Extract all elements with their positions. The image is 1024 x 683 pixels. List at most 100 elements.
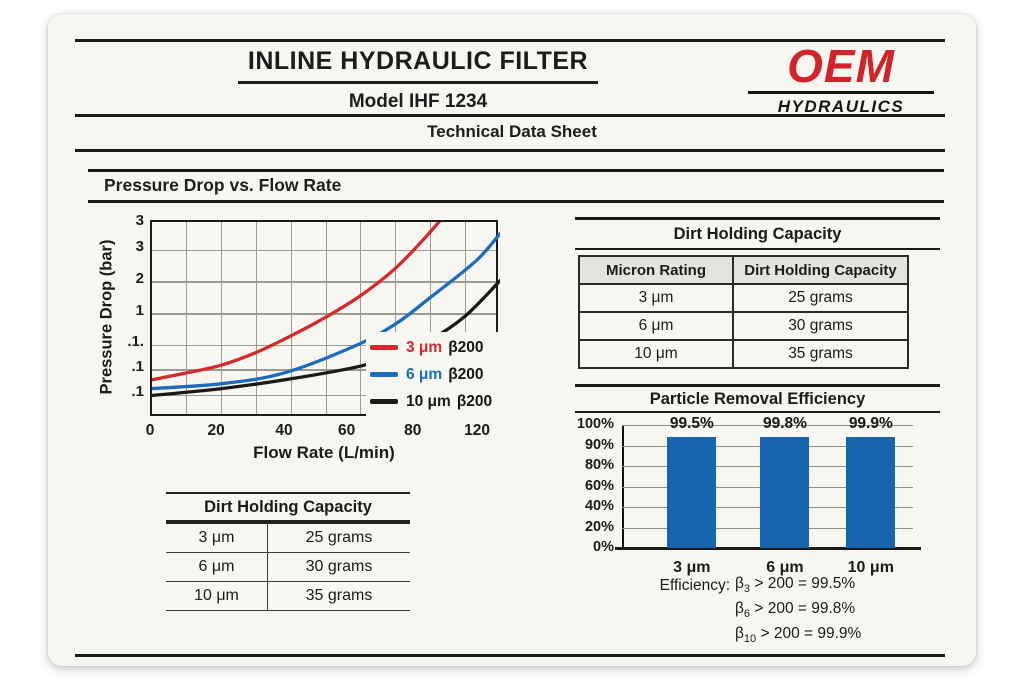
footer-rule [75,654,945,657]
table-row: 10 μm 35 grams [166,582,410,611]
legend-suffix: β200 [448,365,484,383]
y-tick-label: 20% [584,518,614,535]
capacity-cell: 35 grams [732,339,909,369]
logo-divider [748,91,934,94]
bar-value-label: 99.8% [762,415,807,433]
panel-rule [575,217,940,220]
logo-sub-text: HYDRAULICS [777,97,905,116]
table-top-rule [166,492,410,494]
efficiency-bar [846,436,896,548]
capacity-cell: 25 grams [732,283,909,313]
page-title: INLINE HYDRAULIC FILTER [237,47,599,84]
efficiency-notes: Efficiency: β3 > 200 = 99.5% β6 > 200 = 99… [643,573,948,648]
h-gridline [152,281,496,283]
y-tick-label: .1 [131,383,144,401]
legend-item: 10 μm β200 [370,388,498,415]
efficiency-note-line: β6 > 200 = 99.8% [643,598,948,623]
x-tick-label: 80 [404,422,422,439]
datasheet-subtitle: Technical Data Sheet [427,122,597,141]
y-tick-label: 2 [135,269,144,287]
h-gridline [152,394,496,396]
table-row: 3 μm 25 grams [166,524,410,553]
capacity-cell: 30 grams [732,311,909,341]
y-tick-label: 90% [584,436,614,453]
y-tick-label: 3 [135,211,144,229]
legend-label: 3 μm [406,338,443,356]
x-tick-label: 40 [275,422,293,439]
bar-x-axis [615,547,921,550]
bar-category-label: 6 μm [766,559,804,576]
y-tick-label: 0% [593,539,614,555]
beta-ratio-expression: β10 > 200 = 99.9% [735,625,862,646]
y-tick-label: 40% [584,498,614,514]
bar-value-label: 99.9% [848,414,893,432]
y-tick-label: 100% [576,416,614,432]
dirt-holding-panel: Dirt Holding Capacity [575,217,940,250]
v-gridline [221,222,223,414]
micron-cell: 3 μm [578,283,734,313]
pressure-section-heading: Pressure Drop vs. Flow Rate [104,175,342,195]
header-title-block: INLINE HYDRAULIC FILTER Model IHF 1234 [198,47,638,113]
v-gridline [186,222,188,414]
oem-logo: OEM HYDRAULICS [746,42,936,117]
efficiency-note-line: Efficiency: β3 > 200 = 99.5% [643,573,948,598]
efficiency-bar [667,437,717,548]
table-row: 10 μm 35 grams [578,339,909,369]
micron-cell: 6 μm [166,553,268,581]
h-gridline [152,249,496,251]
bar-value-label: 99.5% [669,415,714,433]
y-tick-label: 1 [135,301,144,319]
y-tick-label: .1 [131,357,144,375]
datasheet-card: INLINE HYDRAULIC FILTER Model IHF 1234 O… [48,14,976,666]
panel-rule [575,247,940,250]
dirt-holding-table-right: Micron Rating Dirt Holding Capacity 3 μm 25… [578,255,909,369]
table-row: 3 μm 25 grams [578,283,909,313]
micron-cell: 10 μm [166,582,268,610]
chart-legend: 3 μm β200 6 μm β200 10 μm β200 [366,332,498,417]
y-tick-label: .1. [127,333,144,351]
section-rule-top [88,169,944,172]
top-rule [75,39,945,42]
x-tick-label: 20 [207,422,225,439]
v-gridline [429,222,432,414]
panel-rule [575,384,940,387]
panel-rule [575,410,940,413]
table-double-rule [166,520,410,524]
x-tick-label: 0 [145,422,155,439]
efficiency-bar [760,437,810,548]
beta-ratio-expression: β3 > 200 = 99.5% [735,575,856,596]
section-rule-bottom [88,200,944,203]
v-gridline [290,222,292,414]
h-gridline [152,369,496,371]
v-gridline [395,222,397,414]
header-rule [75,114,945,117]
legend-item: 3 μm β200 [370,334,498,361]
legend-suffix: β200 [456,392,493,410]
x-axis-title: Flow Rate (L/min) [253,443,395,462]
y-tick-label: 60% [584,477,614,494]
table-header-row: Micron Rating Dirt Holding Capacity [578,255,909,285]
micron-cell: 6 μm [578,311,734,341]
micron-cell: 10 μm [578,339,734,369]
particle-efficiency-panel: Particle Removal Efficiency [575,384,940,413]
x-tick-label: 60 [337,422,356,439]
table-row: 6 μm 30 grams [578,311,909,341]
note-prefix: Efficiency: [659,576,730,594]
micron-cell: 3 μm [166,524,268,552]
legend-swatch [370,372,398,377]
panel-title: Particle Removal Efficiency [649,389,866,408]
logo-brand-text: OEM [787,40,895,92]
legend-label: 6 μm [406,365,443,383]
legend-swatch [370,399,398,404]
legend-swatch [370,345,398,350]
y-tick-label: 3 [135,238,144,256]
y-tick-label: 80% [584,457,614,473]
pressure-drop-chart: 3 μm β200 6 μm β200 10 μm β200 [150,220,500,417]
table-title: Dirt Holding Capacity [204,498,372,516]
column-header: Dirt Holding Capacity [732,255,909,285]
bar-category-label: 10 μm [847,559,894,576]
table-row: 6 μm 30 grams [166,553,410,582]
model-number: Model IHF 1234 [348,91,488,112]
v-gridline [255,222,258,414]
